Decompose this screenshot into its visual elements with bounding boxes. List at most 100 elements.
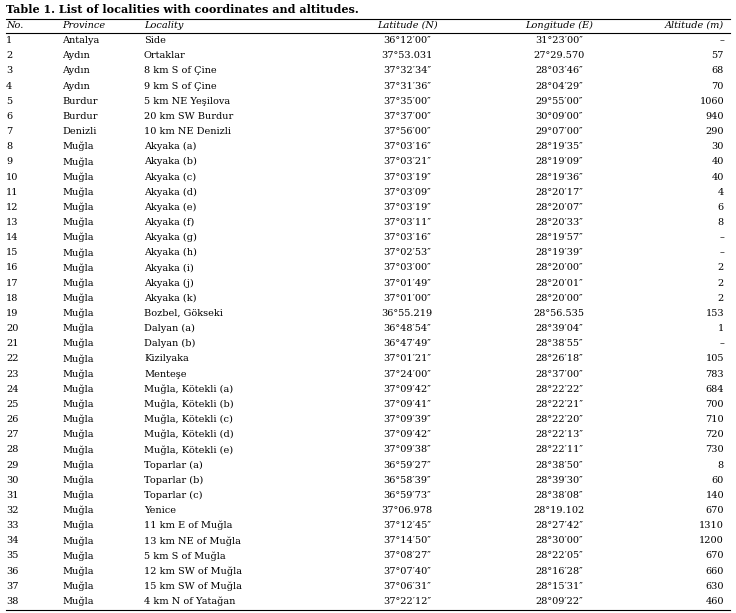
Text: 28°19′36″: 28°19′36″ bbox=[535, 172, 583, 181]
Text: Muğla: Muğla bbox=[62, 536, 93, 546]
Text: Muğla: Muğla bbox=[62, 369, 93, 379]
Text: Menteşe: Menteşe bbox=[144, 370, 186, 379]
Text: 36°59′73″: 36°59′73″ bbox=[383, 491, 431, 500]
Text: 940: 940 bbox=[706, 112, 724, 121]
Text: 28°22′20″: 28°22′20″ bbox=[535, 415, 583, 424]
Text: Akyaka (h): Akyaka (h) bbox=[144, 248, 197, 257]
Text: Muğla, Kötekli (b): Muğla, Kötekli (b) bbox=[144, 400, 233, 409]
Text: 25: 25 bbox=[6, 400, 18, 409]
Text: 57: 57 bbox=[712, 51, 724, 60]
Text: Muğla: Muğla bbox=[62, 157, 93, 167]
Text: 8 km S of Çine: 8 km S of Çine bbox=[144, 66, 216, 75]
Text: Aydın: Aydın bbox=[62, 66, 90, 75]
Text: 670: 670 bbox=[706, 552, 724, 560]
Text: 37°03′09″: 37°03′09″ bbox=[383, 188, 431, 197]
Text: 37°37′00″: 37°37′00″ bbox=[383, 112, 431, 121]
Text: 37°09′39″: 37°09′39″ bbox=[383, 415, 431, 424]
Text: Muğla: Muğla bbox=[62, 142, 93, 151]
Text: 2: 2 bbox=[718, 294, 724, 303]
Text: 37°22′12″: 37°22′12″ bbox=[383, 597, 431, 606]
Text: 30: 30 bbox=[6, 476, 18, 485]
Text: 28°22′13″: 28°22′13″ bbox=[535, 430, 583, 439]
Text: 710: 710 bbox=[705, 415, 724, 424]
Text: 38: 38 bbox=[6, 597, 18, 606]
Text: 730: 730 bbox=[705, 445, 724, 454]
Text: 60: 60 bbox=[712, 476, 724, 485]
Text: 36°47′49″: 36°47′49″ bbox=[383, 339, 431, 348]
Text: 9: 9 bbox=[6, 158, 12, 166]
Text: Latitude (N): Latitude (N) bbox=[377, 21, 437, 30]
Text: Akyaka (a): Akyaka (a) bbox=[144, 142, 197, 151]
Text: 37°09′42″: 37°09′42″ bbox=[383, 385, 431, 394]
Text: 28°38′55″: 28°38′55″ bbox=[535, 339, 583, 348]
Text: 3: 3 bbox=[6, 66, 13, 75]
Text: 28°27′42″: 28°27′42″ bbox=[535, 521, 583, 530]
Text: 8: 8 bbox=[6, 142, 12, 151]
Text: 28°19′35″: 28°19′35″ bbox=[535, 142, 583, 151]
Text: Muğla: Muğla bbox=[62, 460, 93, 470]
Text: 37°03′16″: 37°03′16″ bbox=[383, 233, 431, 242]
Text: 10 km NE Denizli: 10 km NE Denizli bbox=[144, 127, 231, 136]
Text: 70: 70 bbox=[712, 82, 724, 91]
Text: 4: 4 bbox=[718, 188, 724, 197]
Text: 14: 14 bbox=[6, 233, 18, 242]
Text: 1: 1 bbox=[718, 324, 724, 333]
Text: 28°19′09″: 28°19′09″ bbox=[535, 158, 583, 166]
Text: 37°03′21″: 37°03′21″ bbox=[383, 158, 431, 166]
Text: 12: 12 bbox=[6, 203, 18, 212]
Text: Muğla: Muğla bbox=[62, 384, 93, 394]
Text: 37: 37 bbox=[6, 582, 18, 591]
Text: 37°12′45″: 37°12′45″ bbox=[383, 521, 431, 530]
Text: 28°22′05″: 28°22′05″ bbox=[535, 552, 583, 560]
Text: Muğla: Muğla bbox=[62, 233, 93, 242]
Text: 36°55.219: 36°55.219 bbox=[381, 309, 433, 318]
Text: 2: 2 bbox=[718, 278, 724, 287]
Text: 28°20′00″: 28°20′00″ bbox=[535, 294, 583, 303]
Text: 17: 17 bbox=[6, 278, 18, 287]
Text: 37°01′49″: 37°01′49″ bbox=[383, 278, 431, 287]
Text: 28°04′29″: 28°04′29″ bbox=[535, 82, 583, 91]
Text: Altitude (m): Altitude (m) bbox=[665, 21, 724, 30]
Text: Toparlar (a): Toparlar (a) bbox=[144, 460, 202, 470]
Text: Muğla: Muğla bbox=[62, 172, 93, 181]
Text: Muğla: Muğla bbox=[62, 415, 93, 424]
Text: 9 km S of Çine: 9 km S of Çine bbox=[144, 82, 216, 91]
Text: 28°26′18″: 28°26′18″ bbox=[535, 354, 583, 364]
Text: 5: 5 bbox=[6, 97, 12, 105]
Text: 28°22′11″: 28°22′11″ bbox=[535, 445, 583, 454]
Text: 28°20′00″: 28°20′00″ bbox=[535, 264, 583, 272]
Text: Longitude (E): Longitude (E) bbox=[525, 21, 593, 30]
Text: 24: 24 bbox=[6, 385, 18, 394]
Text: 68: 68 bbox=[712, 66, 724, 75]
Text: 20 km SW Burdur: 20 km SW Burdur bbox=[144, 112, 233, 121]
Text: Muğla: Muğla bbox=[62, 445, 93, 455]
Text: 37°35′00″: 37°35′00″ bbox=[383, 97, 431, 105]
Text: 153: 153 bbox=[705, 309, 724, 318]
Text: Muğla: Muğla bbox=[62, 263, 93, 273]
Text: 37°06.978: 37°06.978 bbox=[381, 506, 433, 515]
Text: 28°22′21″: 28°22′21″ bbox=[535, 400, 583, 409]
Text: 28: 28 bbox=[6, 445, 18, 454]
Text: 4 km N of Yatağan: 4 km N of Yatağan bbox=[144, 596, 236, 606]
Text: 29: 29 bbox=[6, 460, 18, 470]
Text: Dalyan (a): Dalyan (a) bbox=[144, 324, 195, 333]
Text: Akyaka (i): Akyaka (i) bbox=[144, 264, 194, 273]
Text: Akyaka (b): Akyaka (b) bbox=[144, 158, 197, 166]
Text: 2: 2 bbox=[6, 51, 13, 60]
Text: 630: 630 bbox=[706, 582, 724, 591]
Text: 28°15′31″: 28°15′31″ bbox=[535, 582, 583, 591]
Text: Akyaka (c): Akyaka (c) bbox=[144, 172, 196, 181]
Text: 37°56′00″: 37°56′00″ bbox=[383, 127, 431, 136]
Text: Muğla: Muğla bbox=[62, 278, 93, 288]
Text: Table 1. List of localities with coordinates and altitudes.: Table 1. List of localities with coordin… bbox=[6, 4, 358, 15]
Text: Dalyan (b): Dalyan (b) bbox=[144, 339, 195, 348]
Text: Muğla: Muğla bbox=[62, 521, 93, 530]
Text: 16: 16 bbox=[6, 264, 18, 272]
Text: 1310: 1310 bbox=[699, 521, 724, 530]
Text: Muğla: Muğla bbox=[62, 400, 93, 409]
Text: Kizilyaka: Kizilyaka bbox=[144, 354, 188, 364]
Text: Muğla: Muğla bbox=[62, 596, 93, 606]
Text: 5 km NE Yeşilova: 5 km NE Yeşilova bbox=[144, 97, 230, 105]
Text: 28°03′46″: 28°03′46″ bbox=[535, 66, 583, 75]
Text: 13: 13 bbox=[6, 218, 18, 227]
